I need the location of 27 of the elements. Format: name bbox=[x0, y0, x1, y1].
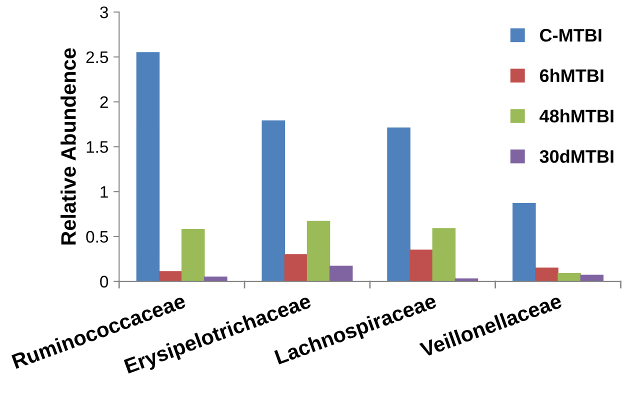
bar bbox=[136, 52, 160, 282]
legend-label: 6hMTBI bbox=[540, 68, 604, 82]
legend-label: C-MTBI bbox=[540, 28, 602, 42]
legend-label: 30dMTBI bbox=[540, 150, 614, 163]
y-tick-label: 3 bbox=[100, 6, 108, 18]
y-tick-label: 0.5 bbox=[86, 230, 108, 243]
bar bbox=[204, 276, 228, 282]
bar bbox=[410, 250, 433, 282]
y-tick-label: 2 bbox=[100, 96, 108, 108]
y-tick-label: 2.5 bbox=[86, 51, 108, 64]
bar bbox=[535, 268, 558, 282]
y-tick-label: 1.5 bbox=[86, 141, 108, 153]
bar bbox=[512, 202, 536, 282]
bar bbox=[387, 128, 410, 282]
y-axis-title: Relative Abundence bbox=[60, 48, 76, 244]
bar bbox=[181, 228, 205, 282]
bar bbox=[262, 120, 286, 282]
y-tick-label: 1 bbox=[100, 186, 108, 198]
bar bbox=[306, 220, 330, 282]
bar bbox=[432, 228, 456, 282]
bar bbox=[329, 266, 353, 282]
y-tick-label: 0 bbox=[100, 276, 108, 288]
legend-label: 48hMTBI bbox=[540, 109, 614, 122]
bar bbox=[158, 271, 182, 282]
bar bbox=[284, 254, 308, 282]
bar bbox=[558, 272, 581, 282]
bar bbox=[580, 274, 604, 282]
